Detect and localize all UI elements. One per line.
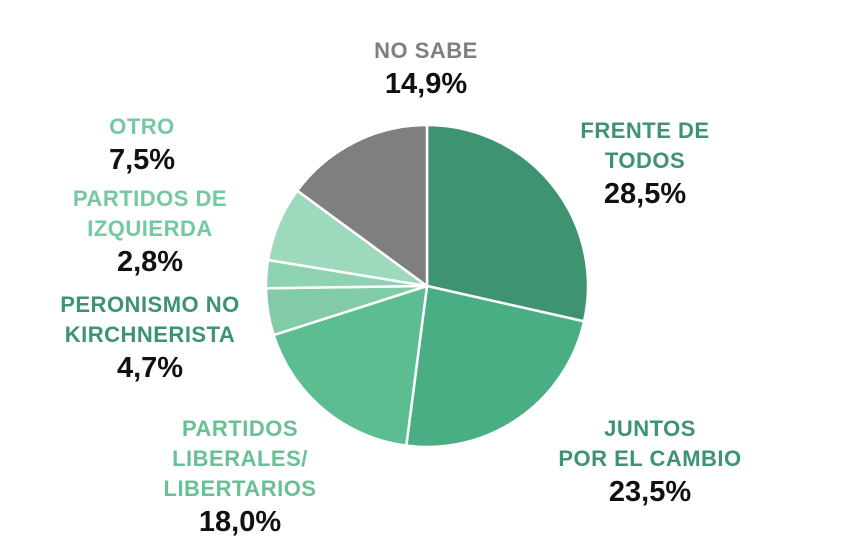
label-value-peronismo-no-kirchnerista: 4,7% [116, 352, 184, 384]
pie-slice-no-sabe [296, 123, 429, 288]
label-partidos-liberales: PARTIDOS LIBERALES/LIBERTARIOS 18,0% [130, 414, 350, 540]
label-frente-de-todos: FRENTE DE TODOS 28,5% [540, 116, 750, 212]
pie-slice-frente-de-todos [425, 123, 590, 323]
label-name-partidos-liberales: PARTIDOS LIBERALES/LIBERTARIOS [163, 416, 317, 501]
label-no-sabe: NO SABE 14,9% [346, 36, 506, 102]
label-name-peronismo-no-kirchnerista: PERONISMO NO KIRCHNERISTA [60, 292, 240, 347]
label-name-partidos-de-izquierda: PARTIDOS DE IZQUIERDA [72, 186, 228, 241]
label-juntos-por-el-cambio: JUNTOS POR EL CAMBIO 23,5% [530, 414, 770, 510]
label-value-partidos-liberales: 18,0% [198, 506, 282, 538]
label-name-no-sabe: NO SABE [374, 38, 478, 63]
label-peronismo-no-kirchnerista: PERONISMO NO KIRCHNERISTA 4,7% [30, 290, 270, 386]
label-value-no-sabe: 14,9% [384, 68, 468, 100]
label-value-partidos-de-izquierda: 2,8% [116, 246, 184, 278]
label-name-juntos-por-el-cambio: JUNTOS POR EL CAMBIO [558, 416, 742, 471]
label-value-juntos-por-el-cambio: 23,5% [608, 476, 692, 508]
pie-slice-juntos-por-el-cambio [405, 284, 586, 449]
label-value-frente-de-todos: 28,5% [603, 178, 687, 210]
label-partidos-de-izquierda: PARTIDOS DE IZQUIERDA 2,8% [40, 184, 260, 280]
label-otro: OTRO 7,5% [82, 112, 202, 178]
label-name-frente-de-todos: FRENTE DE TODOS [580, 118, 710, 173]
pie-slice-partidos-liberales-libertarios [272, 284, 429, 447]
label-value-otro: 7,5% [108, 144, 176, 176]
label-name-otro: OTRO [109, 114, 175, 139]
